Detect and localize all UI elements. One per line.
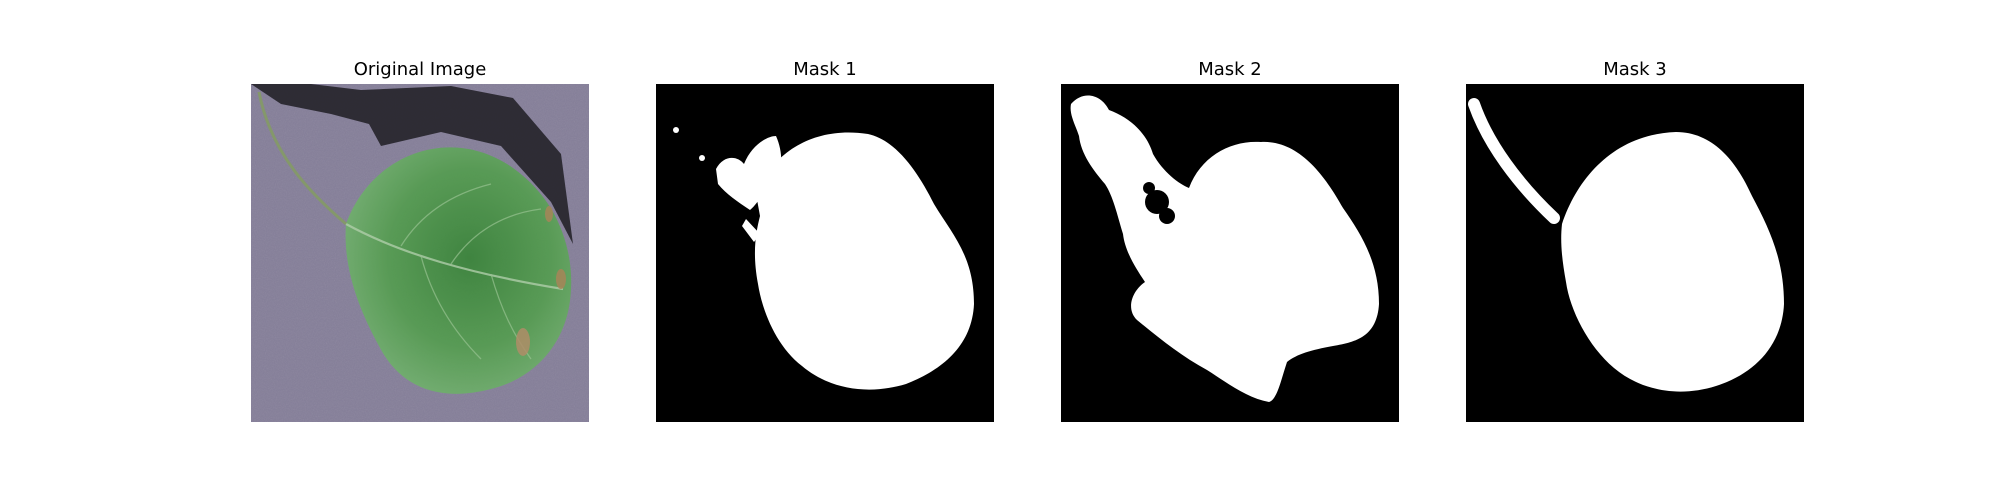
mask-stem: [1468, 98, 1560, 224]
mask-hole: [1145, 190, 1169, 214]
mask-3-title: Mask 3: [1603, 59, 1667, 80]
mask-3-image: [1466, 84, 1804, 422]
mask-2-image: [1061, 84, 1399, 422]
mask-2-title: Mask 2: [1198, 59, 1262, 80]
mask-region: [754, 132, 974, 390]
mask-2-panel: Mask 2: [1061, 0, 1399, 500]
photo-noise: [251, 84, 589, 422]
mask-hole: [1159, 208, 1175, 224]
mask-region: [1561, 132, 1784, 392]
mask-region: [1070, 95, 1379, 402]
mask-1-image: [656, 84, 994, 422]
mask-speck: [699, 155, 705, 161]
mask-hole: [1143, 182, 1155, 194]
original-image-title: Original Image: [353, 59, 487, 80]
mask-speck: [673, 127, 679, 133]
mask-region: [716, 136, 782, 210]
original-image: [251, 84, 589, 422]
mask-1-title: Mask 1: [793, 59, 857, 80]
original-image-panel: Original Image: [251, 0, 589, 500]
mask-region: [742, 219, 760, 242]
mask-1-panel: Mask 1: [656, 0, 994, 500]
mask-3-panel: Mask 3: [1466, 0, 1804, 500]
